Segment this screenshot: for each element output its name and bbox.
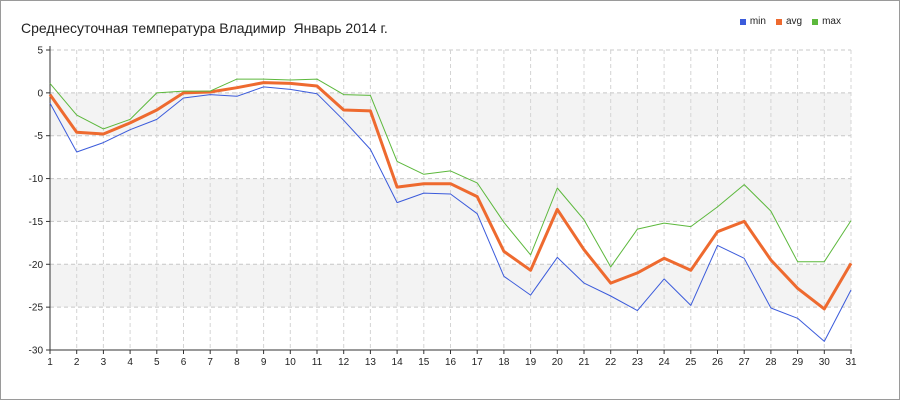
grid-band xyxy=(50,264,851,308)
x-tick-label: 12 xyxy=(338,357,350,368)
y-tick-label: -25 xyxy=(29,303,44,314)
x-tick-label: 28 xyxy=(765,357,777,368)
x-tick-label: 22 xyxy=(605,357,617,368)
x-tick-label: 11 xyxy=(312,357,323,368)
x-tick-label: 2 xyxy=(74,357,80,368)
legend-item-avg: avg xyxy=(775,16,803,27)
x-tick-label: 23 xyxy=(632,357,644,368)
x-tick-label: 10 xyxy=(285,357,297,368)
x-tick-label: 6 xyxy=(181,357,187,368)
legend-label-min: min xyxy=(749,16,766,27)
x-tick-label: 19 xyxy=(525,357,537,368)
series-line-avg xyxy=(48,81,853,311)
y-tick-label: -30 xyxy=(29,346,44,357)
x-tick-label: 8 xyxy=(234,357,240,368)
x-tick-label: 25 xyxy=(685,357,697,368)
legend: min avg max xyxy=(739,16,841,27)
x-tick-label: 7 xyxy=(207,357,213,368)
x-tick-label: 29 xyxy=(792,357,804,368)
x-tick-label: 24 xyxy=(659,357,671,368)
legend-label-avg: avg xyxy=(785,16,803,27)
x-tick-label: 18 xyxy=(498,357,510,368)
y-tick-label: -5 xyxy=(34,131,43,142)
y-tick-label: -10 xyxy=(29,174,44,185)
x-tick-label: 17 xyxy=(472,357,484,368)
x-tick-label: 4 xyxy=(127,357,133,368)
x-tick-label: 9 xyxy=(261,357,267,368)
y-tick-label: 5 xyxy=(37,46,43,57)
x-tick-label: 16 xyxy=(445,357,457,368)
legend-item-min: min xyxy=(739,16,766,27)
x-tick-label: 5 xyxy=(154,357,160,368)
x-tick-label: 31 xyxy=(845,357,857,368)
x-tick-label: 30 xyxy=(819,357,831,368)
legend-swatch-min xyxy=(739,18,746,25)
chart-title: Среднесуточная температура Владимир Янва… xyxy=(21,20,388,36)
x-tick-label: 13 xyxy=(365,357,377,368)
x-tick-label: 3 xyxy=(101,357,107,368)
series-line-max xyxy=(49,78,852,268)
x-tick-label: 15 xyxy=(418,357,430,368)
legend-label-max: max xyxy=(822,16,841,27)
x-tick-label: 1 xyxy=(47,357,53,368)
y-tick-label: 0 xyxy=(37,88,43,99)
y-tick-label: -20 xyxy=(29,260,44,271)
x-tick-label: 20 xyxy=(552,357,564,368)
x-tick-label: 27 xyxy=(739,357,751,368)
x-tick-label: 14 xyxy=(392,357,404,368)
x-tick-label: 26 xyxy=(712,357,724,368)
legend-swatch-avg xyxy=(775,18,782,25)
y-tick-label: -15 xyxy=(29,217,44,228)
series-line-min xyxy=(49,86,852,342)
legend-swatch-max xyxy=(812,18,819,25)
legend-item-max: max xyxy=(812,16,841,27)
x-tick-label: 21 xyxy=(578,357,590,368)
